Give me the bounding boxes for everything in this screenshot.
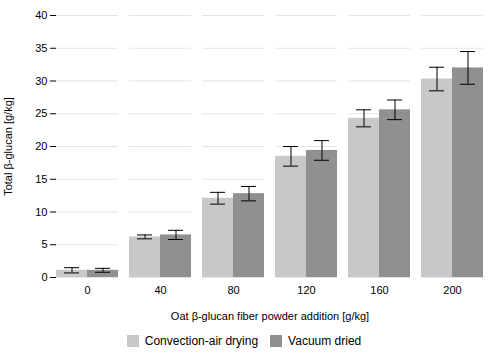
svg-text:Total β-glucan [g/kg]: Total β-glucan [g/kg] bbox=[2, 97, 14, 196]
svg-text:5: 5 bbox=[41, 238, 47, 250]
svg-text:80: 80 bbox=[227, 284, 239, 296]
svg-text:20: 20 bbox=[35, 140, 47, 152]
svg-text:200: 200 bbox=[443, 284, 461, 296]
svg-text:120: 120 bbox=[297, 284, 315, 296]
svg-text:10: 10 bbox=[35, 206, 47, 218]
svg-text:40: 40 bbox=[35, 9, 47, 21]
svg-text:35: 35 bbox=[35, 42, 47, 54]
svg-text:160: 160 bbox=[370, 284, 388, 296]
svg-text:25: 25 bbox=[35, 107, 47, 119]
svg-text:40: 40 bbox=[154, 284, 166, 296]
html-text:Convection-air drying: Convection-air drying bbox=[144, 333, 259, 348]
svg-text:15: 15 bbox=[35, 173, 47, 185]
svg-text:0: 0 bbox=[84, 284, 90, 296]
svg-text:30: 30 bbox=[35, 75, 47, 87]
html-text:Vacuum dried: Vacuum dried bbox=[288, 333, 362, 348]
svg-text:Oat β-glucan fiber powder addi: Oat β-glucan fiber powder addition [g/kg… bbox=[171, 310, 369, 322]
svg-text:0: 0 bbox=[41, 271, 47, 283]
